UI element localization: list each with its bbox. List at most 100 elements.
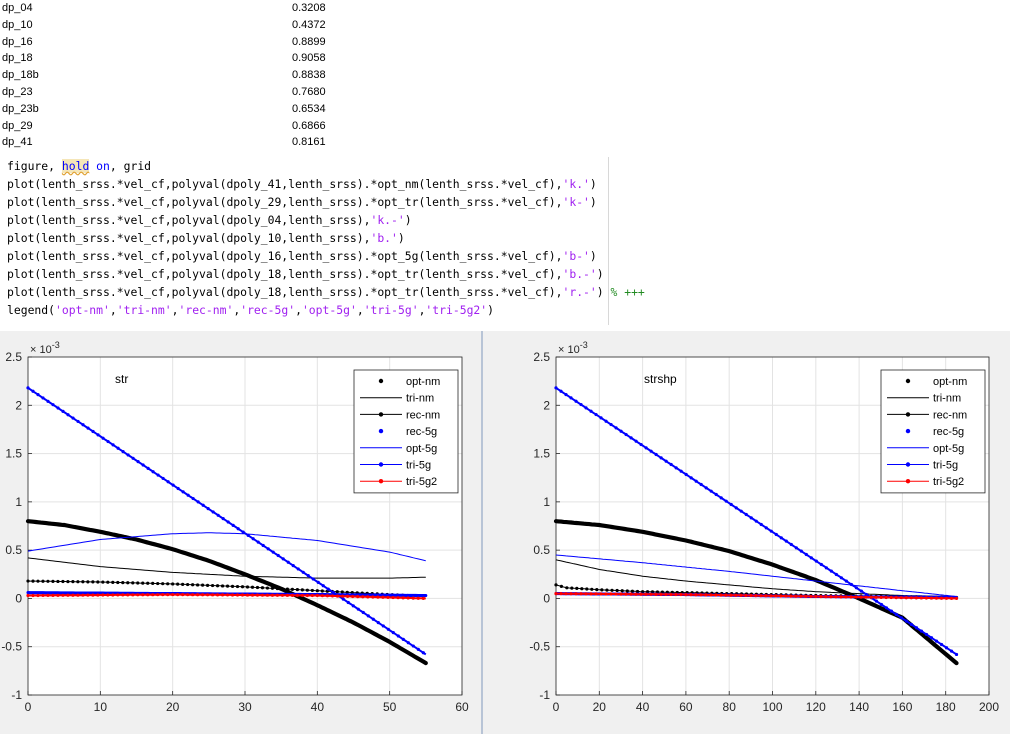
code-line-plot[interactable]: plot(lenth_srss.*vel_cf,polyval(dpoly_18… [7, 265, 604, 283]
data-point [411, 644, 415, 648]
data-point [839, 576, 843, 580]
data-point [151, 470, 155, 474]
data-point [789, 542, 793, 547]
variable-value: 0.6534 [292, 102, 326, 115]
variable-row[interactable]: dp_29 0.6866 [0, 118, 600, 135]
data-point [774, 594, 778, 598]
code-line-plot[interactable]: plot(lenth_srss.*vel_cf,polyval(dpoly_18… [7, 283, 645, 301]
x-tick-label: 60 [679, 700, 693, 714]
data-point [286, 560, 290, 564]
data-point [879, 602, 884, 607]
data-point [141, 581, 145, 585]
data-point [709, 489, 713, 493]
data-point [749, 516, 753, 520]
data-point [934, 639, 939, 643]
data-point [391, 631, 395, 635]
code-string: 'rec-5g' [240, 303, 296, 317]
data-point [251, 537, 255, 541]
data-point [126, 593, 130, 597]
variable-row[interactable]: dp_41 0.8161 [0, 134, 600, 151]
variable-name: dp_10 [2, 18, 33, 31]
code-token: ) [589, 195, 597, 209]
data-point [864, 595, 868, 599]
variable-row[interactable]: dp_04 0.3208 [0, 0, 600, 17]
data-point [844, 579, 848, 583]
code-token: ) [404, 213, 412, 227]
data-point [644, 592, 648, 596]
legend-marker [378, 378, 384, 384]
data-point [235, 593, 240, 597]
variable-row[interactable]: dp_18 0.9058 [0, 50, 600, 67]
legend-entry: tri-5g [406, 460, 431, 472]
data-point [245, 585, 250, 589]
y-tick-label: 1 [543, 495, 550, 509]
code-token: legend( [7, 303, 56, 317]
variable-row[interactable]: dp_10 0.4372 [0, 17, 600, 34]
data-point [31, 593, 35, 598]
data-point [724, 593, 728, 597]
data-point [889, 609, 894, 613]
y-tick-label: 1.5 [533, 447, 550, 461]
data-point [201, 503, 205, 507]
data-point [116, 593, 120, 597]
code-editor[interactable]: figure, hold on, grid plot(lenth_srss.*v… [0, 157, 645, 325]
legend-marker [905, 462, 911, 467]
code-line-plot[interactable]: plot(lenth_srss.*vel_cf,polyval(dpoly_29… [7, 193, 597, 211]
variable-value: 0.7680 [292, 86, 326, 98]
code-line-1[interactable]: figure, hold on, grid [7, 157, 151, 175]
code-token: ) [596, 267, 604, 281]
code-line-plot[interactable]: plot(lenth_srss.*vel_cf,polyval(dpoly_16… [7, 247, 597, 265]
y-tick-label: -1 [539, 688, 550, 702]
code-line-plot[interactable]: plot(lenth_srss.*vel_cf,polyval(dpoly_04… [7, 211, 412, 229]
data-point [834, 595, 838, 599]
data-point [884, 606, 889, 610]
y-tick-label: 1 [15, 495, 22, 509]
code-string: 'b.-' [562, 267, 597, 281]
data-point [634, 439, 638, 443]
series-opt-5g [555, 554, 957, 597]
data-point [684, 592, 688, 597]
variable-row[interactable]: dp_23b 0.6534 [0, 101, 600, 118]
variable-row[interactable]: dp_16 0.8899 [0, 34, 600, 51]
data-point [46, 593, 50, 597]
data-point [41, 579, 45, 583]
data-point [774, 532, 778, 537]
variable-row[interactable]: dp_18b 0.8838 [0, 67, 600, 84]
data-point [131, 581, 135, 585]
legend-marker [378, 428, 384, 434]
code-line-plot[interactable]: plot(lenth_srss.*vel_cf,polyval(dpoly_10… [7, 229, 405, 247]
data-point [26, 386, 30, 390]
data-point [151, 581, 155, 586]
variable-row[interactable]: dp_23 0.7680 [0, 84, 600, 101]
data-point [729, 593, 733, 597]
data-point [779, 536, 783, 540]
data-point [196, 593, 200, 597]
figure-strshp: 0 20 40 60 80 100 120 140 160 180 200 -1 -0.5 0 0.5 1 1.… [529, 340, 999, 714]
variable-value: 0.9058 [292, 52, 326, 65]
variable-name: dp_41 [2, 136, 33, 149]
data-point [166, 480, 170, 484]
y-tick-label: 0.5 [533, 543, 550, 557]
data-point [106, 439, 110, 444]
data-point [879, 595, 883, 599]
data-point [954, 596, 959, 601]
data-point [869, 595, 873, 599]
data-point [859, 595, 863, 599]
figure-divider[interactable] [481, 331, 483, 734]
code-line-legend[interactable]: legend('opt-nm','tri-nm','rec-nm','rec-5… [7, 301, 494, 319]
figure-area: 0 10 20 30 40 50 60 -1 -0.5 0 0.5 1 1.5 2 2.5 × 10-3 str… [0, 331, 1010, 734]
code-token: , [233, 303, 241, 317]
code-line-plot[interactable]: plot(lenth_srss.*vel_cf,polyval(dpoly_41… [7, 175, 597, 193]
legend-marker [905, 479, 911, 484]
data-point [290, 587, 294, 591]
data-point [106, 580, 110, 584]
data-point [754, 594, 758, 598]
series-tri-5g2 [554, 592, 959, 601]
data-point [609, 422, 613, 427]
data-point [654, 592, 658, 596]
data-point [899, 616, 904, 620]
x-tick-label: 180 [936, 700, 956, 714]
data-point [575, 586, 579, 590]
data-point [934, 596, 939, 600]
data-point [729, 502, 733, 507]
